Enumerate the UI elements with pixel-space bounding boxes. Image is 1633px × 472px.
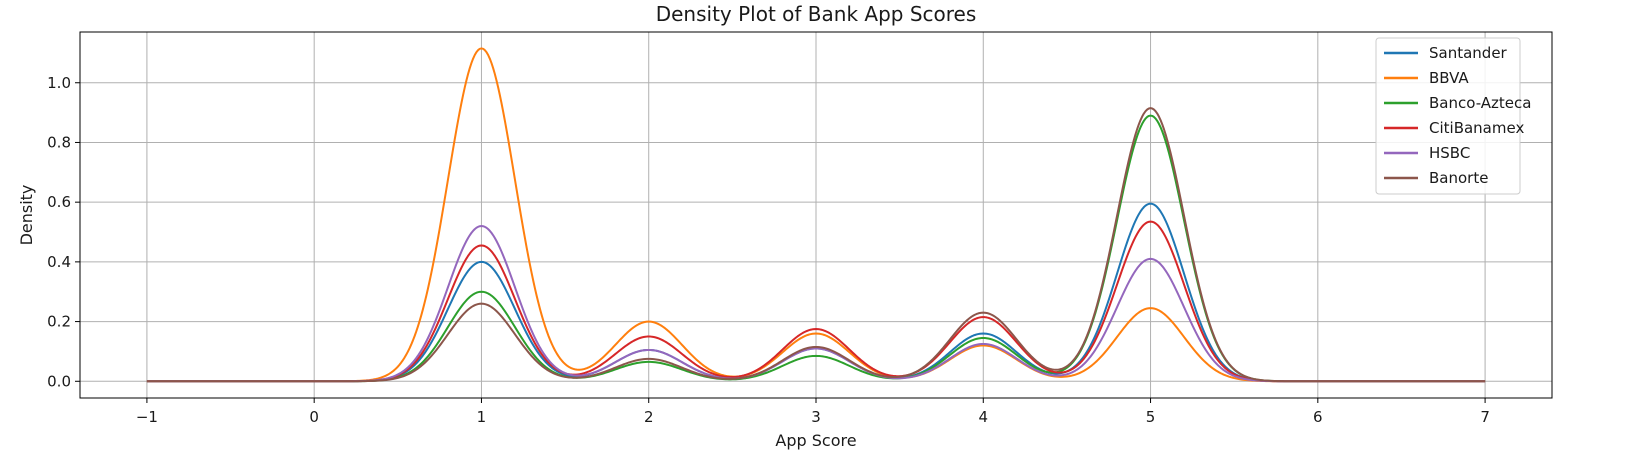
x-axis-title: App Score <box>775 431 856 450</box>
y-tick-label: 0.6 <box>47 193 71 211</box>
legend-label: HSBC <box>1429 144 1470 162</box>
x-tick-label: 4 <box>978 408 988 426</box>
y-tick-label: 0.2 <box>47 313 71 331</box>
legend-item: Santander <box>1384 44 1508 62</box>
y-tick-label: 0.0 <box>47 372 71 390</box>
legend-item: CitiBanamex <box>1384 119 1524 137</box>
y-axis-title: Density <box>17 185 36 246</box>
legend-item: BBVA <box>1384 69 1469 87</box>
grid-lines <box>80 32 1552 398</box>
legend-label: Banorte <box>1429 169 1488 187</box>
y-axis: 0.0 0.2 0.4 0.6 0.8 1.0 <box>47 74 80 390</box>
x-tick-label: 6 <box>1313 408 1323 426</box>
legend-item: HSBC <box>1384 144 1470 162</box>
legend-label: CitiBanamex <box>1429 119 1524 137</box>
y-tick-label: 1.0 <box>47 74 71 92</box>
chart-title: Density Plot of Bank App Scores <box>656 2 977 26</box>
x-tick-label: −1 <box>136 408 158 426</box>
legend-label: BBVA <box>1429 69 1469 87</box>
y-tick-label: 0.8 <box>47 133 71 151</box>
x-axis: −1 0 1 2 3 4 5 6 7 <box>136 398 1490 426</box>
legend-item: Banorte <box>1384 169 1488 187</box>
y-tick-label: 0.4 <box>47 253 71 271</box>
series-line-banorte <box>146 107 1486 383</box>
legend-label: Banco-Azteca <box>1429 94 1531 112</box>
x-tick-label: 7 <box>1480 408 1490 426</box>
x-tick-label: 1 <box>477 408 487 426</box>
legend-label: Santander <box>1429 44 1508 62</box>
x-tick-label: 0 <box>309 408 319 426</box>
x-tick-label: 3 <box>811 408 821 426</box>
x-tick-label: 5 <box>1146 408 1156 426</box>
legend: Santander BBVA Banco-Azteca CitiBanamex HSBC… <box>1375 37 1531 195</box>
legend-item: Banco-Azteca <box>1384 94 1531 112</box>
x-tick-label: 2 <box>644 408 654 426</box>
series-lines <box>146 47 1486 383</box>
